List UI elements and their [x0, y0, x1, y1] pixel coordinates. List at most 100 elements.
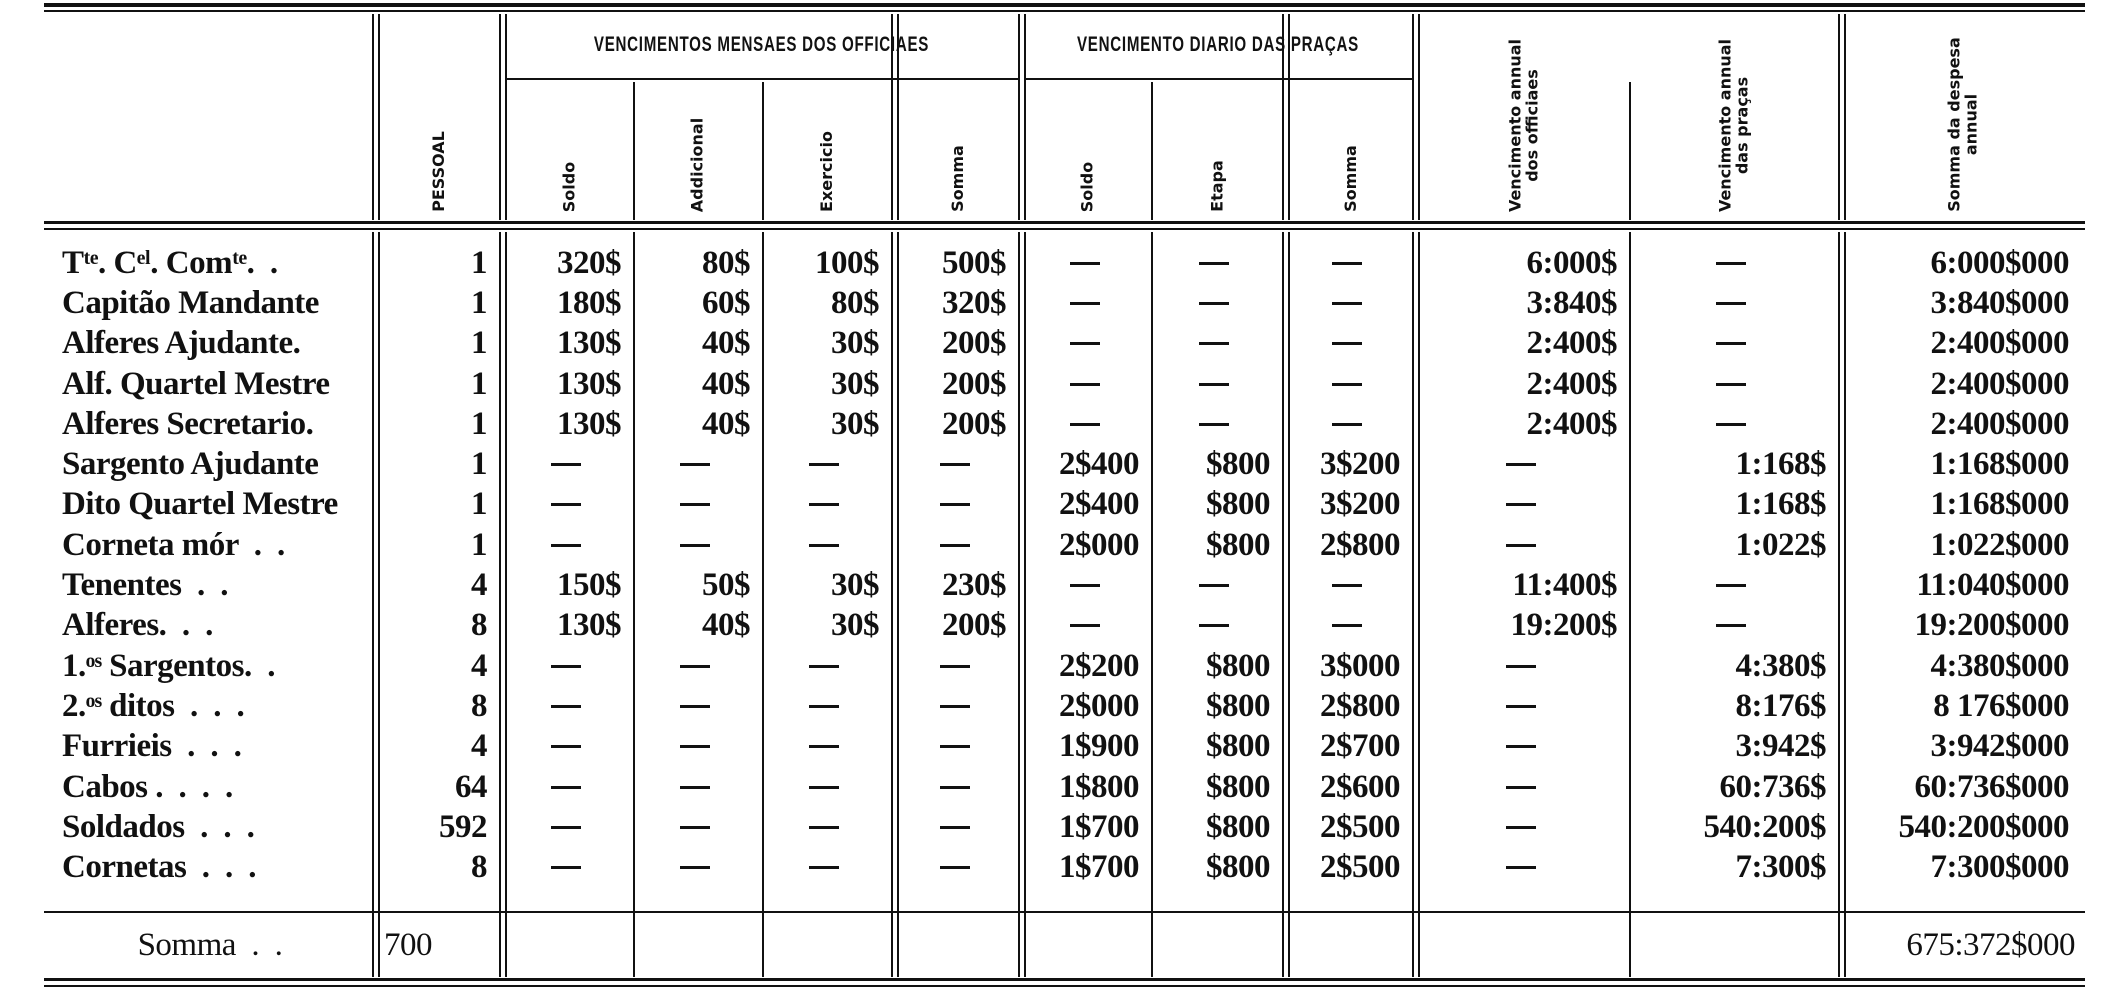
column-header-soldo-pracas: Soldo — [1024, 82, 1151, 212]
table-row: Tenentes . . 4 150$ 50$ 30$ 230$ 11:400$ 11:040… — [0, 565, 2105, 605]
cell-exercicio — [768, 686, 879, 726]
cell-somma-pracas — [1294, 283, 1400, 323]
cell-somma-despesa-annual: 6:000$000 — [1930, 244, 2070, 281]
column-header-soldo-officiaes: Soldo — [505, 82, 633, 212]
cell-pessoal: 1 — [471, 486, 488, 523]
cell-posto: 2.ᵒˢ ditos . . . — [62, 687, 245, 724]
cell-vencimento-annual-pracas: 1:168$ — [1735, 486, 1827, 523]
cell-exercicio: 30$ — [831, 607, 880, 644]
cell-etapa: $800 — [1206, 446, 1271, 483]
cell-vencimento-annual-pracas — [1635, 243, 1826, 283]
column-header-vencimento-annual-officiaes: Vencimento annual dos officiaes — [1418, 14, 1629, 212]
cell-vencimento-annual-pracas: 8:176$ — [1735, 687, 1827, 724]
dash-mark — [679, 825, 710, 829]
cell-etapa — [1157, 606, 1270, 646]
rule-line — [44, 911, 2085, 913]
cell-somma-pracas — [1294, 324, 1400, 364]
column-rule — [378, 232, 380, 977]
column-rule — [1412, 232, 1414, 977]
dash-mark — [551, 503, 581, 507]
cell-soldo-officiaes — [511, 445, 621, 485]
column-rule — [505, 232, 507, 977]
cell-vencimento-annual-officiaes — [1424, 767, 1617, 807]
cell-somma-pracas: 3$200 — [1320, 486, 1401, 523]
cell-somma-despesa-annual: 3:840$000 — [1930, 284, 2070, 321]
rule-line — [1024, 78, 1412, 80]
rule-line — [44, 985, 2085, 987]
cell-posto: Alf. Quartel Mestre — [62, 365, 330, 402]
cell-soldo-pracas: 1$900 — [1059, 728, 1140, 765]
cell-somma-pracas — [1294, 606, 1400, 646]
total-despesa: 675:372$000 — [1906, 926, 2075, 963]
cell-pessoal: 1 — [471, 244, 488, 281]
column-rule — [1151, 232, 1153, 977]
cell-etapa — [1157, 283, 1270, 323]
cell-somma-officiaes: 230$ — [942, 567, 1007, 604]
dash-mark — [1332, 382, 1362, 386]
dash-mark — [679, 543, 710, 547]
cell-vencimento-annual-pracas — [1635, 404, 1826, 444]
cell-somma-pracas: 2$500 — [1320, 849, 1401, 886]
cell-soldo-pracas — [1030, 283, 1139, 323]
dash-mark — [1505, 866, 1536, 870]
cell-soldo-pracas: 2$000 — [1059, 687, 1140, 724]
cell-posto: Dito Quartel Mestre — [62, 486, 338, 523]
cell-etapa: $800 — [1206, 526, 1271, 563]
dash-mark — [1069, 342, 1100, 346]
cell-addicional — [639, 686, 750, 726]
header-group-pracas: VENCIMENTO DIARIO DAS PRAÇAS — [1077, 33, 1359, 56]
cell-soldo-officiaes: 130$ — [557, 607, 622, 644]
cell-soldo-officiaes: 130$ — [557, 325, 622, 362]
cell-soldo-pracas — [1030, 324, 1139, 364]
cell-somma-despesa-annual: 8 176$000 — [1933, 687, 2069, 724]
cell-exercicio: 30$ — [831, 365, 880, 402]
column-rule — [1838, 14, 1840, 220]
cell-vencimento-annual-officiaes — [1424, 525, 1617, 565]
cell-exercicio — [768, 525, 879, 565]
cell-pessoal: 592 — [439, 808, 488, 845]
cell-addicional: 40$ — [702, 325, 751, 362]
cell-soldo-officiaes: 180$ — [557, 284, 622, 321]
dash-mark — [679, 664, 710, 668]
cell-soldo-officiaes: 320$ — [557, 244, 622, 281]
cell-vencimento-annual-officiaes: 6:000$ — [1526, 244, 1618, 281]
dash-mark — [679, 503, 710, 507]
dash-mark — [1505, 503, 1536, 507]
dash-mark — [939, 785, 970, 789]
cell-somma-despesa-annual: 7:300$000 — [1930, 849, 2070, 886]
cell-etapa: $800 — [1206, 647, 1271, 684]
cell-pessoal: 1 — [471, 446, 488, 483]
cell-exercicio: 30$ — [831, 405, 880, 442]
cell-vencimento-annual-pracas: 7:300$ — [1735, 849, 1827, 886]
cell-posto: Soldados . . . — [62, 808, 255, 845]
dash-mark — [939, 866, 970, 870]
cell-somma-despesa-annual: 3:942$000 — [1930, 728, 2070, 765]
dash-mark — [1069, 422, 1100, 426]
cell-somma-despesa-annual: 60:736$000 — [1914, 768, 2070, 805]
column-header-somma-pracas: Somma — [1288, 82, 1412, 212]
cell-somma-pracas: 3$000 — [1320, 647, 1401, 684]
table-row: Dito Quartel Mestre 1 2$400 $800 3$200 1:168$… — [0, 485, 2105, 525]
dash-mark — [551, 866, 581, 870]
column-rule — [1418, 232, 1420, 977]
cell-posto: Alferes Secretario. — [62, 405, 314, 442]
dash-mark — [1198, 342, 1229, 346]
cell-vencimento-annual-officiaes: 2:400$ — [1526, 405, 1618, 442]
dash-mark — [939, 745, 970, 749]
cell-etapa: $800 — [1206, 849, 1271, 886]
column-rule — [1018, 14, 1020, 220]
column-header-somma-officiaes: Somma — [897, 82, 1018, 212]
column-header-label: Somma — [948, 145, 967, 212]
dash-mark — [551, 825, 581, 829]
column-header-somma-despesa-annual: Somma da despesa annual — [1844, 14, 2081, 212]
cell-exercicio: 30$ — [831, 567, 880, 604]
cell-soldo-pracas: 2$200 — [1059, 647, 1140, 684]
table-row: Alferes. . . 8 130$ 40$ 30$ 200$ 19:200$ 19:200… — [0, 606, 2105, 646]
cell-soldo-officiaes: 150$ — [557, 567, 622, 604]
dash-mark — [1198, 624, 1229, 628]
cell-soldo-officiaes — [511, 767, 621, 807]
column-rule — [897, 232, 899, 977]
cell-somma-despesa-annual: 1:168$000 — [1930, 486, 2070, 523]
dash-mark — [1715, 584, 1746, 588]
cell-etapa: $800 — [1206, 687, 1271, 724]
